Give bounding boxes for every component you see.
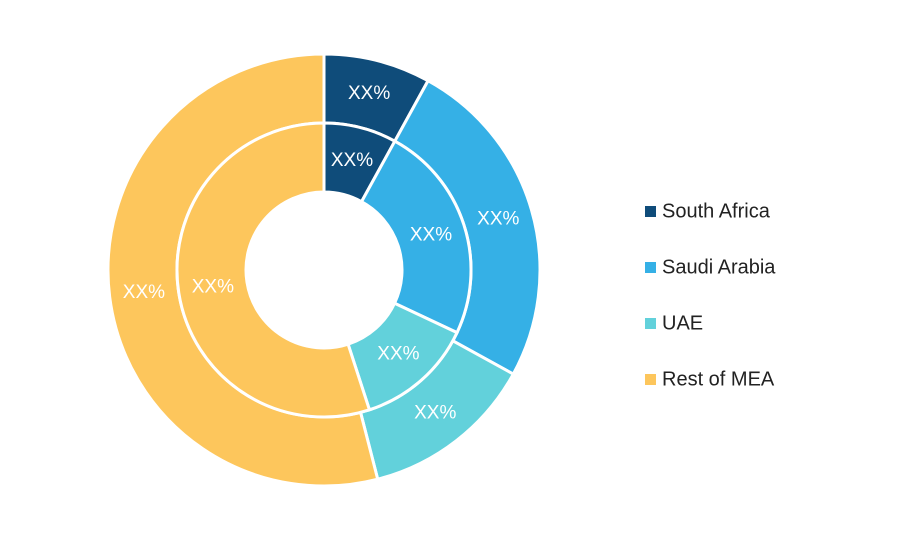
value-label: XX% [331,150,373,171]
value-label: XX% [348,83,390,104]
legend-label: UAE [662,312,703,334]
donut-segment [175,121,372,419]
donut-segment [359,139,473,335]
value-label: XX% [192,277,234,298]
value-label: XX% [477,208,519,229]
legend-swatch [645,374,656,385]
legend-label: South Africa [662,200,771,222]
legend-swatch [645,206,656,217]
legend-swatch [645,262,656,273]
value-label: XX% [123,282,165,303]
legend-swatch [645,318,656,329]
legend-label: Saudi Arabia [662,256,776,278]
value-label: XX% [410,224,452,245]
value-label: XX% [377,343,419,364]
legend-label: Rest of MEA [662,368,775,390]
value-label: XX% [414,402,456,423]
